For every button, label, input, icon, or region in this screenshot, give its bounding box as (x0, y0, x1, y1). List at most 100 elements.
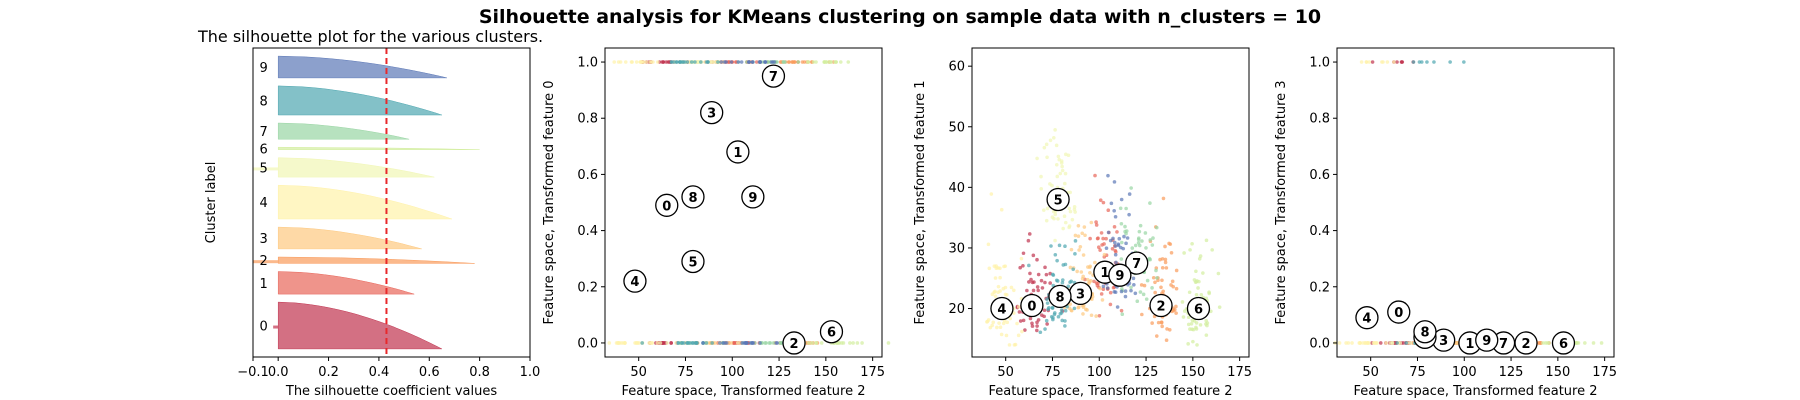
data-point (743, 341, 748, 345)
data-point (676, 341, 680, 345)
data-point (1055, 258, 1059, 263)
data-point (1081, 312, 1085, 316)
data-point (1197, 256, 1202, 261)
data-point (1204, 333, 1209, 337)
data-point (1055, 174, 1060, 179)
data-point (1196, 286, 1200, 290)
data-point (1136, 237, 1141, 242)
scatter-feature0-center-label: 5 (688, 255, 697, 270)
scatter-feature1-center-9 (1108, 263, 1132, 287)
data-point (1148, 201, 1152, 205)
data-point (1151, 275, 1156, 280)
data-point (1153, 280, 1157, 285)
silhouette-title: The silhouette plot for the various clus… (197, 27, 543, 46)
data-point (1199, 293, 1204, 297)
data-point (1395, 341, 1399, 345)
data-point (995, 325, 999, 330)
scatter-feature1-center-label: 2 (1157, 300, 1166, 315)
data-point (1419, 60, 1424, 64)
data-point (1063, 324, 1067, 328)
data-point (841, 341, 846, 345)
data-point (999, 207, 1004, 212)
data-point (1194, 292, 1199, 297)
silhouette-cluster-label: 5 (259, 161, 267, 176)
data-point (619, 341, 624, 345)
data-point (1154, 268, 1158, 273)
scatter-feature3-center-0 (1387, 300, 1411, 324)
scatter-feature1-center-0 (1020, 293, 1044, 318)
scatter-feature0-ytick-label: 1.0 (577, 56, 598, 71)
data-point (1039, 174, 1043, 179)
data-point (1048, 138, 1053, 143)
scatter-feature0-center-label: 4 (630, 275, 639, 290)
data-point (1089, 220, 1094, 225)
data-point (772, 60, 777, 64)
data-point (639, 60, 643, 64)
data-point (1105, 286, 1110, 290)
data-point (1093, 260, 1097, 265)
data-point (1073, 210, 1077, 214)
data-point (719, 60, 724, 64)
scatter-feature1-center-8 (1048, 284, 1072, 309)
data-point (758, 60, 763, 64)
data-point (1057, 243, 1062, 248)
scatter-feature1-frame (971, 47, 1250, 358)
scatter-feature1-center-2 (1149, 293, 1173, 318)
data-point (1043, 327, 1047, 331)
data-point (1053, 128, 1057, 132)
data-point (1054, 143, 1059, 148)
data-point (1053, 238, 1057, 243)
data-point (1129, 186, 1133, 190)
data-point (1545, 341, 1550, 345)
data-point (1016, 333, 1021, 338)
data-point (1054, 162, 1059, 167)
scatter-feature3-center-label: 6 (1559, 337, 1568, 352)
data-point (1108, 302, 1113, 307)
data-point (1060, 168, 1065, 173)
data-point (1055, 279, 1060, 283)
scatter-feature3-center-label: 2 (1522, 337, 1531, 352)
data-point (669, 60, 674, 64)
scatter-feature0-center-2 (782, 331, 806, 355)
data-point (1101, 236, 1105, 241)
data-point (855, 341, 860, 345)
scatter-feature1-ytick-label: 40 (948, 181, 965, 196)
data-point (616, 60, 621, 64)
data-point (1042, 208, 1046, 212)
data-point (1399, 60, 1404, 64)
scatter-feature1-center-label: 6 (1194, 303, 1203, 318)
data-point (1098, 286, 1102, 291)
data-point (1094, 220, 1098, 224)
data-point (713, 341, 718, 345)
data-point (1012, 288, 1016, 293)
data-point (1365, 341, 1369, 345)
data-point (1141, 292, 1146, 297)
data-point (1030, 321, 1034, 326)
scatter-feature1-center-label: 7 (1132, 257, 1141, 272)
data-point (629, 60, 634, 64)
data-point (1127, 192, 1132, 196)
scatter-feature3-points (1333, 60, 1604, 345)
data-point (1063, 308, 1068, 313)
data-point (1124, 206, 1128, 211)
data-point (814, 341, 818, 345)
data-point (1364, 60, 1369, 64)
data-point (1106, 208, 1111, 213)
silhouette-cluster-label: 9 (259, 61, 267, 76)
data-point (1083, 307, 1088, 312)
scatter-feature1-center-label: 3 (1076, 287, 1085, 302)
data-point (616, 341, 621, 345)
data-point (1108, 290, 1113, 295)
data-point (1097, 313, 1102, 318)
data-point (1110, 246, 1115, 251)
scatter-feature1-xtick-label: 100 (1087, 365, 1112, 380)
data-point (1111, 236, 1115, 241)
scatter-feature0-ytick-label: 0.4 (577, 224, 598, 239)
data-point (1112, 180, 1117, 184)
data-point (998, 275, 1002, 280)
data-point (635, 341, 639, 345)
data-point (1113, 244, 1118, 248)
scatter-feature0-center-7 (761, 64, 786, 88)
data-point (997, 321, 1001, 325)
data-point (1150, 286, 1154, 290)
